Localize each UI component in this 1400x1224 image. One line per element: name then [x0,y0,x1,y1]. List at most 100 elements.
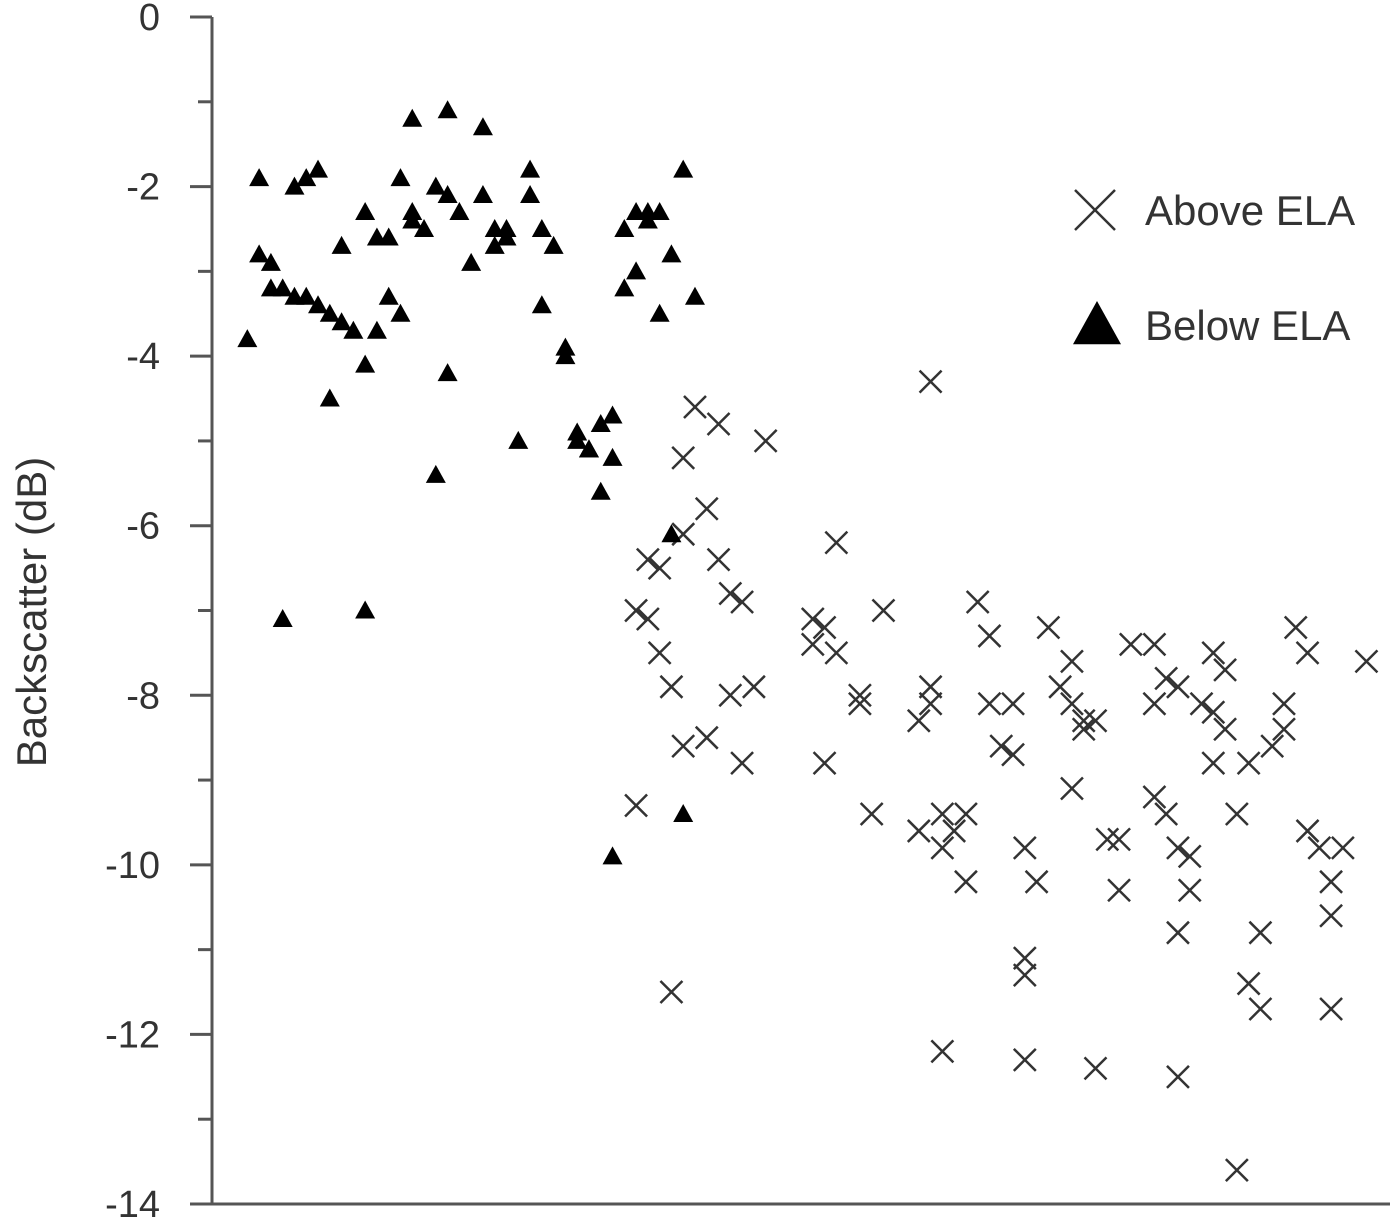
data-point-triangle [260,252,281,271]
data-point-cross [753,429,778,453]
data-point-triangle [578,439,599,458]
data-point-triangle [673,159,694,178]
data-point-cross [1224,1158,1249,1182]
data-point-triangle [531,295,552,314]
data-point-triangle [614,218,635,237]
data-point-cross [918,674,943,699]
data-point-triangle [355,202,376,221]
data-point-triangle [272,278,293,297]
data-point-triangle [649,303,670,322]
data-point-cross [1236,751,1261,775]
data-point-cross [1177,844,1202,869]
data-point-cross [965,590,990,614]
data-point-triangle [390,303,411,322]
data-point-cross [1142,691,1167,716]
data-point-triangle [296,168,317,187]
legend: Above ELA Below ELA [1073,187,1355,349]
y-tick-label: -8 [126,675,160,717]
data-point-cross [1224,802,1249,826]
data-point-cross [624,598,648,623]
data-point-cross [1154,666,1179,691]
data-point-cross [624,793,648,818]
data-point-triangle [414,218,435,237]
data-point-triangle [555,346,576,365]
data-point-cross [1319,997,1343,1021]
data-point-triangle [319,303,340,322]
legend-cross-icon [1074,189,1116,231]
data-point-triangle [437,100,458,119]
data-point-cross [683,395,707,419]
data-point-cross [1142,632,1167,657]
data-point-cross [930,836,955,860]
data-point-triangle [520,185,541,204]
data-point-triangle [402,108,423,127]
data-point-cross [659,980,684,1004]
data-point-triangle [626,261,647,280]
data-point-triangle [602,405,623,424]
data-point-cross [1107,827,1131,852]
data-point-cross [1201,700,1226,725]
data-point-cross [1060,691,1084,716]
data-point-triangle [649,202,670,221]
data-point-triangle [590,413,611,432]
data-point-triangle [378,227,399,246]
data-point-triangle [661,244,682,263]
data-point-triangle [402,210,423,229]
data-point-cross [1260,734,1285,759]
y-axis-ticks [190,15,212,1206]
data-point-cross [977,624,1002,648]
data-point-triangle [614,278,635,297]
y-tick-label: -2 [126,167,160,209]
data-point-cross [859,802,884,826]
data-point-cross [1272,717,1296,742]
data-points [237,100,1379,1182]
y-axis-tick-labels: 0 -2 -4 -6 -8 -10 -12 -14 [105,0,160,1224]
data-point-triangle [449,202,470,221]
data-point-triangle [508,430,529,449]
data-point-triangle [296,286,317,305]
data-point-triangle [284,176,305,195]
data-point-cross [1083,708,1108,733]
data-point-triangle [378,286,399,305]
data-point-cross [694,496,719,521]
data-point-cross [647,641,672,665]
data-point-cross [1177,878,1202,903]
data-point-cross [706,412,731,436]
data-point-cross [918,691,943,716]
data-point-cross [1012,1047,1037,1072]
data-point-cross [906,708,931,733]
data-point-cross [1295,819,1320,843]
data-point-triangle [319,388,340,407]
data-point-cross [1295,641,1320,665]
data-point-cross [659,674,684,699]
data-point-cross [800,632,825,657]
data-point-triangle [520,159,541,178]
data-point-cross [730,590,754,614]
data-point-cross [1248,920,1273,945]
data-point-triangle [496,218,517,237]
y-tick-label: -14 [105,1184,160,1224]
data-point-cross [1118,632,1143,657]
data-point-cross [1248,997,1273,1021]
data-point-cross [871,598,896,623]
data-point-cross [848,691,872,716]
data-point-cross [1319,903,1343,928]
data-point-cross [1272,691,1296,716]
data-point-triangle [602,846,623,865]
data-point-triangle [590,481,611,500]
y-tick-label: -4 [126,336,160,378]
data-point-cross [718,581,743,606]
data-point-triangle [484,235,505,254]
y-axis-title: Backscatter (dB) [8,457,55,767]
data-point-cross [1330,836,1355,860]
data-point-cross [741,674,766,699]
data-point-cross [1071,717,1096,742]
series-below-ela [237,100,705,865]
data-point-triangle [684,286,705,305]
data-point-triangle [425,176,446,195]
data-point-triangle [472,117,493,136]
data-point-cross [1142,785,1167,809]
data-point-cross [812,751,837,775]
data-point-triangle [673,803,694,822]
data-point-triangle [661,524,682,543]
